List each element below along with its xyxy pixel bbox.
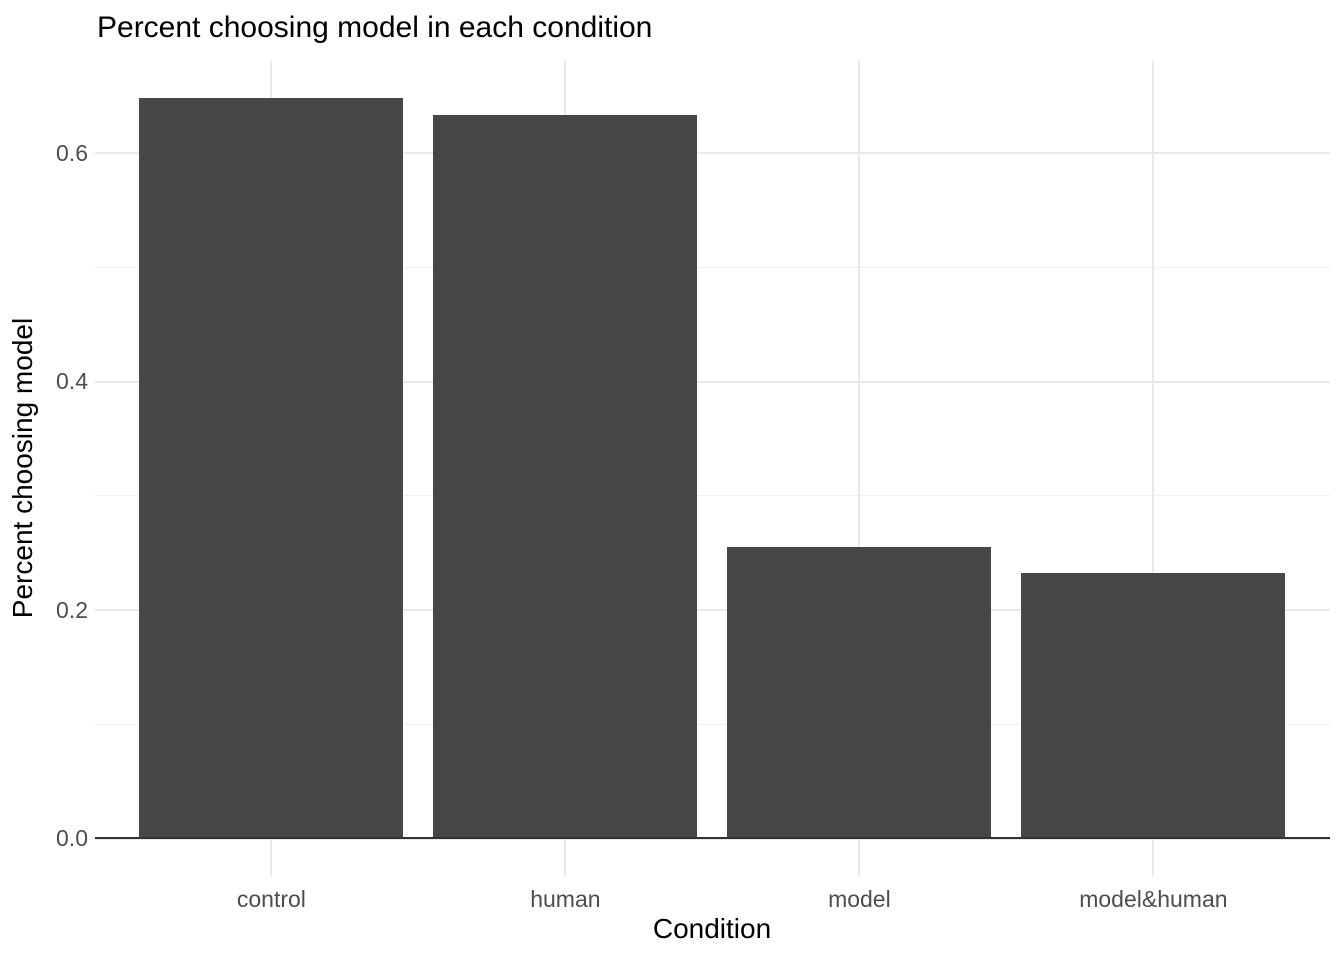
y-tick-label-0.2: 0.2 (56, 596, 88, 623)
x-tick-label-model: model (828, 886, 891, 912)
gridline-x-model (858, 61, 861, 876)
plot-panel (95, 61, 1330, 876)
gridline-x-model&human (1152, 61, 1155, 876)
gridline-major-y-0.2 (95, 609, 1330, 611)
gridline-minor-y-0.1 (95, 723, 1330, 725)
bar-model&human (1021, 573, 1286, 839)
chart-title: Percent choosing model in each condition (97, 11, 653, 44)
y-axis-title: Percent choosing model (7, 317, 38, 619)
gridline-major-y-0.6 (95, 152, 1330, 154)
x-tick-label-control: control (236, 886, 306, 912)
x-axis-title: Condition (652, 913, 772, 944)
gridline-minor-y-0.5 (95, 266, 1330, 268)
bar-human (433, 115, 698, 839)
y-tick-label-0.4: 0.4 (56, 368, 88, 394)
bar-model (727, 547, 992, 839)
x-tick-label-human: human (530, 886, 601, 912)
y-tick-label-0.0: 0.0 (56, 825, 88, 851)
gridline-major-y-0.4 (95, 380, 1330, 383)
y-tick-label-0.6: 0.6 (56, 139, 88, 166)
x-tick-label-model&human: model&human (1079, 886, 1228, 912)
bar-control (139, 98, 404, 839)
gridline-minor-y-0.3 (95, 495, 1330, 497)
x-axis-line (95, 837, 1330, 839)
